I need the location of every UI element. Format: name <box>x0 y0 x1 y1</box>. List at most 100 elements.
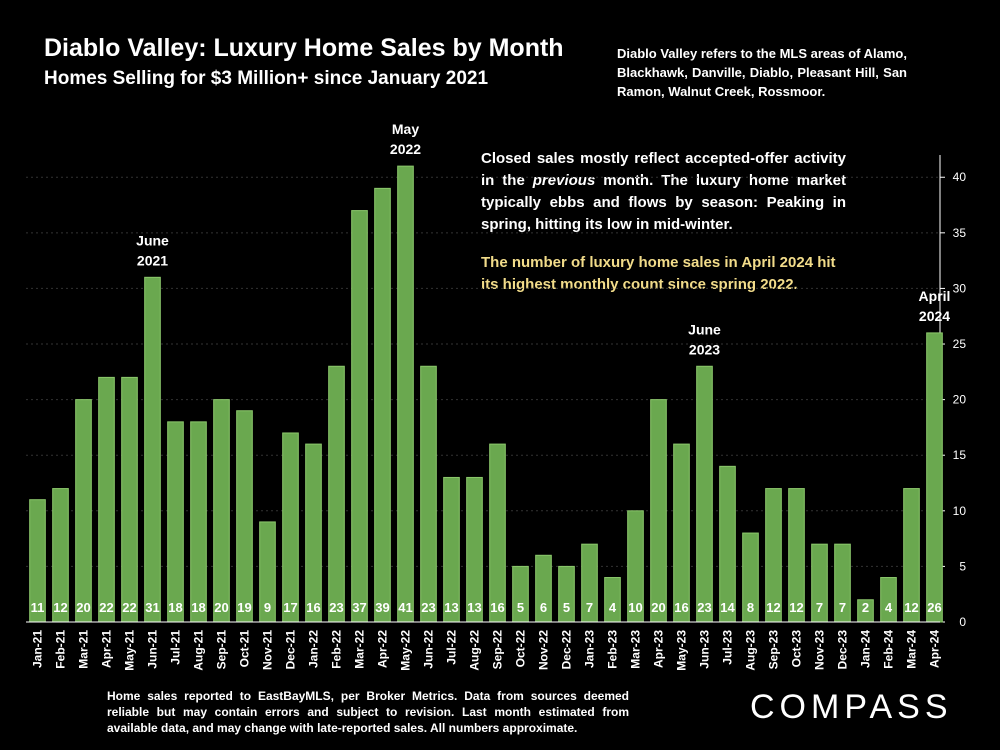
bar-value-label: 13 <box>444 600 458 615</box>
x-tick-label: Nov-22 <box>537 630 551 670</box>
bar-value-label: 16 <box>674 600 688 615</box>
bar-value-label: 16 <box>306 600 320 615</box>
bar <box>489 443 506 623</box>
x-tick-label: Jan-22 <box>307 630 321 668</box>
bar-value-label: 12 <box>53 600 67 615</box>
x-tick-label: Feb-21 <box>54 630 68 669</box>
y-tick-label: 5 <box>959 559 966 573</box>
y-tick-label: 10 <box>953 504 967 518</box>
bar-value-label: 8 <box>747 600 754 615</box>
y-tick-label: 0 <box>959 615 966 629</box>
bar <box>213 399 230 623</box>
bar-value-label: 23 <box>329 600 343 615</box>
bar <box>236 410 253 623</box>
commentary-text: Closed sales mostly reflect accepted-off… <box>481 148 846 236</box>
x-tick-label: Apr-22 <box>376 630 390 668</box>
bar-value-label: 13 <box>467 600 481 615</box>
peak-annotation: 2024 <box>919 308 950 324</box>
commentary-italic: previous <box>532 172 596 189</box>
commentary-box: Closed sales mostly reflect accepted-off… <box>481 148 846 296</box>
x-tick-label: May-22 <box>399 630 413 671</box>
commentary-part1-end: month. The luxury home market typically … <box>481 172 846 233</box>
x-tick-label: Dec-22 <box>560 630 574 670</box>
bar <box>397 165 414 623</box>
bar <box>374 187 391 623</box>
bar <box>696 365 713 623</box>
bar-value-label: 17 <box>283 600 297 615</box>
bar-value-label: 31 <box>145 600 159 615</box>
peak-annotation: 2022 <box>390 141 421 157</box>
y-tick-label: 30 <box>953 281 967 295</box>
bar-value-label: 22 <box>99 600 113 615</box>
bar-value-label: 11 <box>31 600 45 615</box>
bar <box>121 376 138 623</box>
bar <box>673 443 690 623</box>
bar <box>190 421 207 623</box>
x-tick-label: Jun-22 <box>422 630 436 669</box>
bar-value-label: 12 <box>766 600 780 615</box>
x-tick-label: Dec-21 <box>284 630 298 670</box>
bar-value-label: 22 <box>122 600 136 615</box>
bar-value-label: 7 <box>816 600 823 615</box>
x-tick-label: Sep-22 <box>491 630 505 670</box>
x-tick-label: Jan-21 <box>31 630 45 668</box>
peak-annotation: June <box>136 232 169 248</box>
bar-value-label: 4 <box>609 600 617 615</box>
bar <box>167 421 184 623</box>
bar <box>420 365 437 623</box>
bar-value-label: 41 <box>398 600 412 615</box>
bar-value-label: 4 <box>885 600 893 615</box>
x-tick-label: Jan-23 <box>583 630 597 668</box>
bar-value-label: 20 <box>76 600 90 615</box>
bar <box>650 399 667 623</box>
bar-value-label: 16 <box>490 600 504 615</box>
bar-value-label: 7 <box>586 600 593 615</box>
x-tick-label: Feb-24 <box>882 630 896 669</box>
bar <box>144 276 161 623</box>
bar-value-label: 23 <box>697 600 711 615</box>
y-tick-label: 35 <box>953 226 967 240</box>
bar-value-label: 12 <box>789 600 803 615</box>
x-tick-label: Oct-21 <box>238 630 252 668</box>
x-tick-label: Apr-24 <box>928 630 942 668</box>
compass-logo: COMPASS <box>750 688 953 726</box>
x-tick-label: Jul-23 <box>721 630 735 665</box>
x-tick-label: Apr-23 <box>652 630 666 668</box>
x-tick-label: Aug-23 <box>744 630 758 671</box>
x-tick-label: Jun-23 <box>698 630 712 669</box>
x-tick-label: Mar-24 <box>905 630 919 669</box>
bar-value-label: 14 <box>720 600 735 615</box>
bar-value-label: 7 <box>839 600 846 615</box>
bar-value-label: 18 <box>191 600 205 615</box>
x-tick-label: Oct-22 <box>514 630 528 668</box>
x-tick-label: Nov-21 <box>261 630 275 670</box>
x-tick-label: Mar-23 <box>629 630 643 669</box>
y-tick-label: 20 <box>953 393 967 407</box>
x-tick-label: Oct-23 <box>790 630 804 668</box>
bar-value-label: 12 <box>904 600 918 615</box>
x-tick-label: Feb-22 <box>330 630 344 669</box>
bar <box>75 399 92 623</box>
x-tick-label: May-23 <box>675 630 689 671</box>
compass-logo-text: COMPASS <box>750 688 953 726</box>
bar-value-label: 2 <box>862 600 869 615</box>
bar-value-label: 5 <box>517 600 524 615</box>
x-tick-label: Jun-21 <box>146 630 160 669</box>
x-tick-label: May-21 <box>123 630 137 671</box>
bar <box>351 210 368 623</box>
bar-value-label: 10 <box>628 600 642 615</box>
bar <box>719 465 736 623</box>
x-tick-label: Dec-23 <box>836 630 850 670</box>
x-tick-label: Jul-21 <box>169 630 183 665</box>
areas-note: Diablo Valley refers to the MLS areas of… <box>617 46 907 99</box>
x-tick-label: Jul-22 <box>445 630 459 665</box>
bar-value-label: 18 <box>168 600 182 615</box>
y-tick-label: 40 <box>953 170 967 184</box>
bar-value-label: 5 <box>563 600 570 615</box>
bar-value-label: 39 <box>375 600 389 615</box>
bar <box>926 332 943 623</box>
x-tick-label: Sep-23 <box>767 630 781 670</box>
commentary-part1: Closed sales mostly reflect accepted-off… <box>481 150 846 189</box>
x-tick-label: Feb-23 <box>606 630 620 669</box>
